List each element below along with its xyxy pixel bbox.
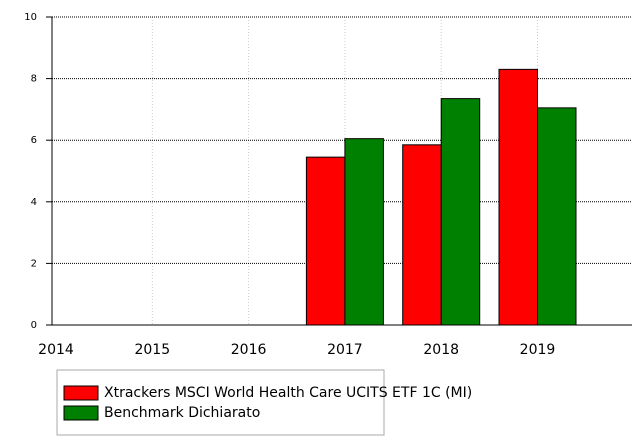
legend-label: Xtrackers MSCI World Health Care UCITS E… — [104, 385, 472, 401]
bar — [344, 138, 384, 326]
x-tick-label: 2014 — [38, 342, 74, 358]
bar — [498, 68, 538, 326]
x-tick-label: 2018 — [423, 342, 459, 358]
y-tick-label: 8 — [31, 74, 37, 85]
bar — [440, 98, 481, 326]
x-tick-label: 2019 — [520, 342, 556, 358]
bar — [537, 107, 577, 326]
bar — [402, 144, 442, 326]
legend-swatch — [63, 405, 99, 421]
x-tick-label: 2017 — [327, 342, 363, 358]
y-tick-label: 10 — [24, 12, 37, 23]
legend-box — [56, 369, 385, 436]
y-tick-label: 6 — [31, 135, 37, 146]
y-tick-label: 4 — [31, 197, 37, 208]
x-tick-label: 2015 — [134, 342, 170, 358]
bar — [305, 156, 346, 326]
y-tick-label: 0 — [31, 320, 37, 331]
x-tick-label: 2016 — [231, 342, 267, 358]
legend-swatch — [63, 385, 99, 401]
y-tick-label: 2 — [31, 258, 37, 269]
legend-label: Benchmark Dichiarato — [104, 405, 260, 421]
